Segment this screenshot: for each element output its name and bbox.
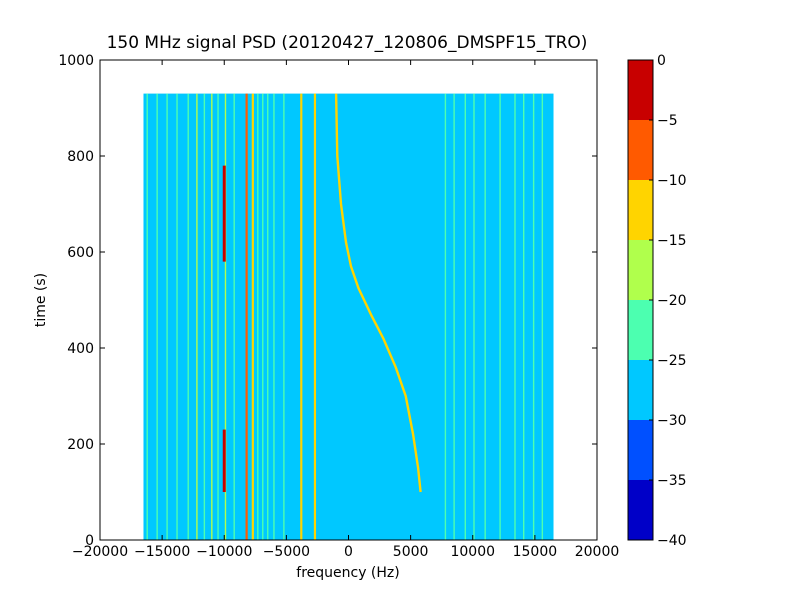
x-tick-label: −20000 bbox=[72, 544, 128, 560]
y-tick-label: 800 bbox=[67, 149, 94, 165]
colorbar-segment bbox=[628, 360, 653, 420]
x-tick-label: 0 bbox=[344, 544, 353, 560]
colorbar-segment bbox=[628, 120, 653, 180]
colorbar-segment bbox=[628, 240, 653, 300]
colorbar-tick-label: −15 bbox=[657, 233, 687, 249]
colorbar-segment bbox=[628, 480, 653, 540]
colorbar-tick-label: −35 bbox=[657, 473, 687, 489]
colorbar-segment bbox=[628, 180, 653, 240]
colorbar-tick-label: −40 bbox=[657, 533, 687, 549]
y-tick-label: 200 bbox=[67, 437, 94, 453]
colorbar-segment bbox=[628, 300, 653, 360]
x-tick-label: −5000 bbox=[263, 544, 310, 560]
colorbar-segment bbox=[628, 420, 653, 480]
colorbar-ticks: −40 −35 −30 −25 −20 −15 −10 −5 0 bbox=[649, 53, 687, 549]
colorbar-segment bbox=[628, 60, 653, 120]
x-tick-label: 5000 bbox=[393, 544, 429, 560]
heatmap-layer bbox=[143, 93, 554, 540]
y-axis-ticks: 0 200 400 600 800 1000 bbox=[58, 53, 597, 549]
x-tick-label: 10000 bbox=[450, 544, 495, 560]
x-axis-label: frequency (Hz) bbox=[296, 565, 399, 581]
y-axis-label: time (s) bbox=[33, 273, 49, 327]
x-tick-label: 15000 bbox=[513, 544, 558, 560]
doppler-trace bbox=[334, 93, 422, 493]
colorbar-tick-label: −5 bbox=[657, 113, 678, 129]
chart-title: 150 MHz signal PSD (20120427_120806_DMSP… bbox=[107, 33, 588, 53]
colorbar-tick-label: −10 bbox=[657, 173, 687, 189]
y-tick-label: 600 bbox=[67, 245, 94, 261]
colorbar-tick-label: 0 bbox=[657, 53, 666, 69]
colorbar-tick-label: −30 bbox=[657, 413, 687, 429]
colorbar: −40 −35 −30 −25 −20 −15 −10 −5 0 bbox=[627, 53, 687, 549]
y-tick-label: 400 bbox=[67, 341, 94, 357]
colorbar-segments bbox=[628, 60, 653, 540]
x-tick-label: −10000 bbox=[196, 544, 252, 560]
x-axis-ticks: −20000 −15000 −10000 −5000 0 5000 10000 15000 20… bbox=[72, 60, 619, 560]
plot-area: −20000 −15000 −10000 −5000 0 5000 10000 15000 20… bbox=[58, 53, 619, 560]
y-tick-label: 1000 bbox=[58, 53, 94, 69]
x-tick-label: −15000 bbox=[134, 544, 190, 560]
colorbar-tick-label: −25 bbox=[657, 353, 687, 369]
y-tick-label: 0 bbox=[85, 533, 94, 549]
colorbar-tick-label: −20 bbox=[657, 293, 687, 309]
x-tick-label: 20000 bbox=[575, 544, 620, 560]
